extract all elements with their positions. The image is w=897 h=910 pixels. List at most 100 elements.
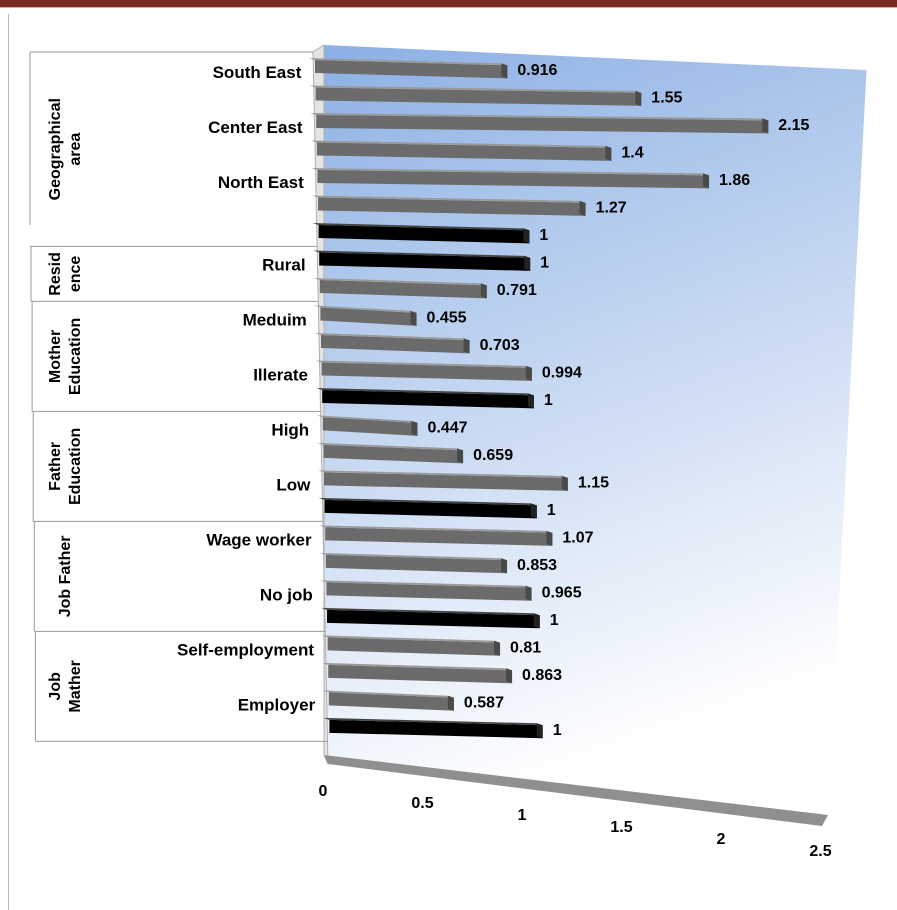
bar-front [321,362,532,381]
data-label: 1 [539,227,548,244]
bar-front [315,87,642,106]
bar-side [536,723,543,739]
page-left-rule [8,14,9,910]
bar-side [501,558,508,574]
data-label: 1 [544,392,553,409]
bar-top [310,140,612,148]
bar-top [320,580,532,588]
bar [322,662,513,684]
bar [311,167,710,189]
bar-top [312,222,530,231]
group-label: Father [47,442,64,491]
category-label: High [271,420,309,439]
bar-top [319,525,553,533]
bar-side [524,255,531,271]
bar [323,717,543,739]
bar-top [311,167,710,176]
bar-front [327,609,540,629]
data-label: 0.81 [510,639,541,656]
bar-side [457,448,464,464]
bar-top [321,635,501,643]
bar [321,607,540,629]
category-label: Center East [208,118,303,137]
data-label: 1.4 [621,144,643,161]
x-tick-label: 0.5 [411,795,433,812]
bar-side [525,585,532,601]
bar [315,332,470,354]
bar-side [530,503,537,519]
bar-top [321,607,540,616]
bar-front [329,719,543,739]
bar-front [318,197,586,216]
group-label: Education [67,428,84,505]
chart-floor [324,755,828,826]
bar-top [317,442,464,451]
bar-front [321,334,470,354]
bar [313,250,531,271]
bar [316,387,534,409]
data-label: 1 [540,254,549,271]
data-label: 1 [553,722,562,739]
bar-front [319,252,531,271]
x-tick-label: 1 [518,807,527,824]
bar [310,112,769,134]
bar-top [319,552,508,561]
bar [316,415,418,436]
bar [322,690,454,711]
data-label: 1.55 [651,89,682,106]
header-rule [0,7,897,8]
data-label: 0.853 [517,557,557,574]
data-label: 0.994 [542,364,582,381]
data-label: 1.86 [719,172,750,189]
data-label: 1.07 [562,529,593,546]
bar-front [324,472,568,491]
bar-front [322,389,534,409]
bar-side [411,420,418,436]
bar-side [480,283,487,299]
category-label: No job [260,585,313,604]
data-label: 1 [547,502,556,519]
category-label: Low [276,475,311,494]
bar [309,85,642,106]
bar-front [320,307,417,326]
bar-top [309,58,508,66]
bar-top [323,717,543,726]
bar-top [315,332,470,341]
bar-top [316,415,418,423]
bar-front [323,444,464,464]
bar [319,552,508,574]
bar-side [762,118,769,134]
bar-front [318,224,530,244]
bar-front [322,417,418,436]
category-label: South East [213,63,302,82]
bar-front [316,114,769,134]
bar [315,360,532,381]
bar-front [317,169,710,189]
data-label: 0.447 [427,419,467,436]
data-label: 1.15 [578,474,609,491]
bar [312,222,530,244]
group-label: Job [47,672,64,701]
data-label: 2.15 [778,117,809,134]
category-label: Illerate [253,365,308,384]
category-label: Wage worker [206,530,312,549]
bar-side [506,668,513,684]
bar-side [635,90,642,106]
bar-top [318,470,568,478]
bar-front [328,692,454,711]
bar-side [410,310,417,326]
bar-side [579,200,586,216]
x-tick-label: 2.5 [809,843,831,860]
group-label: Job Father [57,535,74,617]
bar-side [527,393,534,409]
bar [319,525,553,546]
bar-side [533,613,540,629]
bar-top [313,277,487,286]
bar-side [501,63,508,79]
x-tick-label: 2 [717,831,726,848]
bar-front [326,582,532,601]
data-label: 1 [550,612,559,629]
header-bar [0,0,897,7]
bar-top [322,662,513,671]
